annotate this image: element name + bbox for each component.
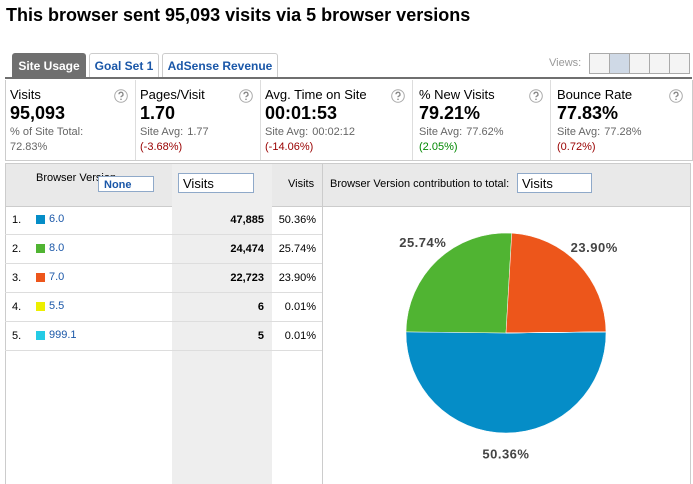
color-swatch: [36, 244, 45, 253]
pie-slice: [405, 232, 513, 334]
tab[interactable]: Goal Set 1: [89, 53, 159, 78]
segment-select[interactable]: None: [98, 176, 154, 192]
metric-label: Pages/Visit: [140, 87, 205, 102]
table-row: [5, 292, 322, 322]
page-title: This browser sent 95,093 visits via 5 br…: [6, 5, 471, 25]
help-icon[interactable]: [529, 89, 543, 103]
metric-label: Avg. Time on Site: [265, 87, 367, 102]
color-swatch: [36, 331, 45, 340]
help-icon[interactable]: [239, 89, 253, 103]
row-label[interactable]: 5.5: [49, 300, 65, 312]
pie-slice: [505, 232, 607, 334]
metric-sub: Site Avg: 77.62%: [419, 126, 504, 138]
row-percent: 0.01%: [284, 301, 316, 313]
metric: Avg. Time on Site 00:01:53 Site Avg: 00:02:…: [260, 80, 413, 160]
table-row: [5, 205, 322, 235]
row-label[interactable]: 8.0: [49, 242, 65, 254]
metric-sub-label: Site Avg:: [265, 126, 309, 138]
metric-sub: Site Avg: 77.28%: [557, 126, 642, 138]
tab[interactable]: Site Usage: [12, 53, 86, 78]
row-index: 5.: [12, 330, 22, 342]
metric-value: 95,093: [10, 103, 66, 123]
color-swatch: [36, 302, 45, 311]
metric-sub-value: 00:02:12: [312, 126, 356, 138]
metric-label: Bounce Rate: [557, 87, 633, 102]
row-percent: 0.01%: [284, 330, 316, 342]
metric-change: (2.05%): [419, 141, 458, 153]
help-icon[interactable]: [391, 89, 405, 103]
pie-slice: [405, 331, 607, 434]
metric-value: 79.21%: [419, 103, 481, 123]
row-index: 2.: [12, 243, 22, 255]
row-percent: 50.36%: [278, 214, 316, 226]
sorted-column: [172, 164, 272, 484]
metric-sub-value: 77.28%: [604, 126, 642, 138]
slice-label: 23.90%: [571, 240, 618, 255]
metric-value: 1.70: [140, 103, 176, 123]
tab[interactable]: AdSense Revenue: [162, 53, 278, 78]
row-visits: 6: [257, 301, 264, 313]
metric-label: % New Visits: [419, 87, 495, 102]
pie-slice: [505, 331, 607, 334]
row-index: 3.: [12, 272, 22, 284]
metric-value: 77.83%: [557, 103, 619, 123]
tab-line: [5, 77, 692, 79]
pie-metric-select[interactable]: Visits: [517, 173, 592, 193]
row-index: 4.: [12, 301, 22, 313]
color-swatch: [36, 273, 45, 282]
metric: Visits 95,093 % of Site Total: 72.83%: [5, 80, 136, 160]
metric-sub-label: % of Site Total:: [10, 126, 84, 138]
divider: [5, 163, 6, 484]
row-visits: 22,723: [230, 272, 264, 284]
view-table[interactable]: [589, 53, 610, 74]
metric-sub-value: 77.62%: [466, 126, 504, 138]
views-label: Views:: [549, 57, 582, 69]
metric: Pages/Visit 1.70 Site Avg: 1.77 (-3.68%): [135, 80, 261, 160]
row-label[interactable]: 7.0: [49, 271, 65, 283]
metric-label: Visits: [10, 87, 41, 102]
row-visits: 24,474: [230, 243, 264, 255]
dimension-header: Browser Version: [36, 172, 117, 184]
slice-label: 25.74%: [399, 235, 446, 250]
divider: [690, 163, 691, 484]
metric-change: (0.72%): [557, 141, 596, 153]
pie-heading: Browser Version contribution to total:: [330, 178, 510, 190]
color-swatch: [36, 215, 45, 224]
metric: Bounce Rate 77.83% Site Avg: 77.28% (0.72%): [552, 80, 690, 160]
table-row: [5, 321, 322, 351]
metric-sub-label: Site Avg:: [140, 126, 184, 138]
metric-change: (-14.06%): [265, 141, 314, 153]
view-pivot[interactable]: [669, 53, 690, 74]
help-icon[interactable]: [114, 89, 128, 103]
row-label[interactable]: 6.0: [49, 213, 65, 225]
metric-value: 00:01:53: [265, 103, 338, 123]
metric-sub: Site Avg: 1.77: [140, 126, 209, 138]
metric: % New Visits 79.21% Site Avg: 77.62% (2.05%): [414, 80, 551, 160]
row-index: 1.: [12, 214, 22, 226]
divider: [322, 163, 323, 484]
help-icon[interactable]: [669, 89, 683, 103]
metric-sub-value: 1.77: [187, 126, 209, 138]
view-bar[interactable]: [629, 53, 650, 74]
table-row: [5, 263, 322, 293]
row-visits: 47,885: [230, 214, 264, 226]
row-visits: 5: [257, 330, 264, 342]
metric-sub-label: Site Avg:: [557, 126, 601, 138]
view-pie[interactable]: [609, 53, 630, 74]
metric-select[interactable]: Visits: [178, 173, 254, 193]
row-label[interactable]: 999.1: [49, 329, 77, 341]
row-percent: 25.74%: [278, 243, 316, 255]
metric-sub-label: Site Avg:: [419, 126, 463, 138]
table-row: [5, 234, 322, 264]
metric-sub-value: 72.83%: [10, 141, 48, 153]
view-compare[interactable]: [649, 53, 670, 74]
metric-sub: Site Avg: 00:02:12: [265, 126, 355, 138]
metric-change: (-3.68%): [140, 141, 183, 153]
row-percent: 23.90%: [278, 272, 316, 284]
slice-label: 50.36%: [482, 446, 529, 461]
pie-chart: 50.36% 25.74% 23.90%: [399, 232, 618, 461]
percent-header: Visits: [288, 178, 315, 190]
